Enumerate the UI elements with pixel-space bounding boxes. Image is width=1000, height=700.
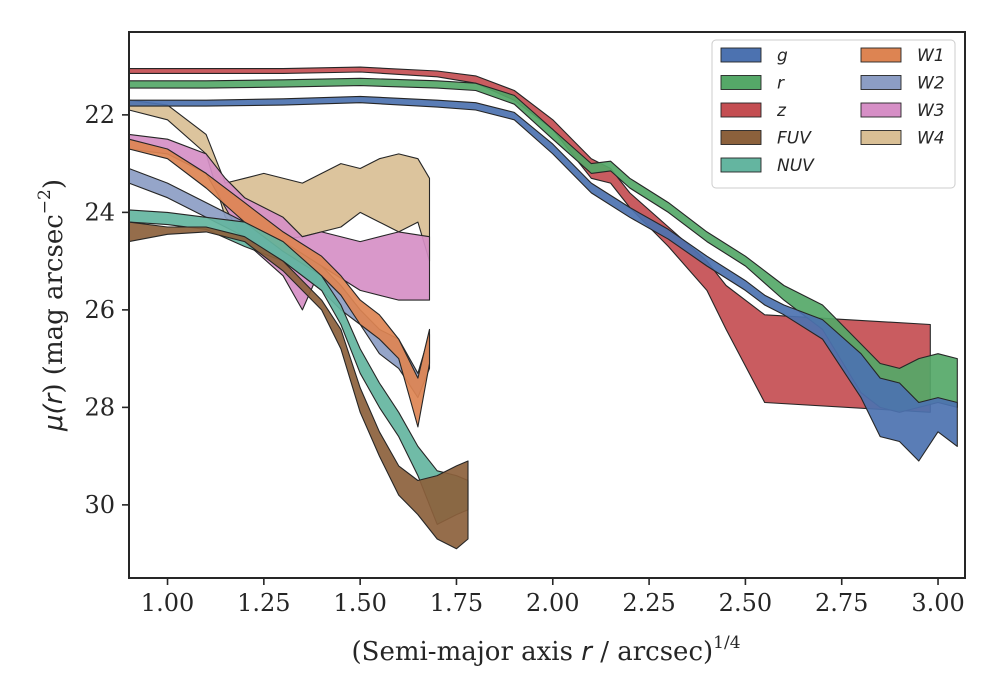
- x-axis-label: (Semi-major axis r / arcsec)1/4: [351, 633, 740, 667]
- y-tick-label: 24: [84, 198, 115, 226]
- legend-swatch-w1: [860, 47, 902, 63]
- legend-label-nuv: NUV: [777, 156, 815, 176]
- plot-area-frame: [128, 31, 966, 579]
- x-tick-label: 2.50: [719, 589, 772, 617]
- legend-swatch-w2: [860, 75, 902, 90]
- x-axis-ticks: 1.00 1.25 1.50 1.75 2.00 2.25 2.50 2.75 3.00: [141, 578, 965, 617]
- band-fuv: [128, 221, 469, 550]
- x-tick-label: 1.75: [430, 589, 483, 617]
- legend-label-g: g: [777, 46, 788, 66]
- legend-label-r: r: [777, 74, 785, 94]
- y-tick-label: 26: [84, 296, 115, 324]
- x-tick-label: 1.50: [333, 589, 386, 617]
- legend-swatch-z: [720, 102, 762, 118]
- legend-label-w1: W1: [917, 46, 945, 66]
- legend-swatch-r: [720, 75, 762, 90]
- band-g: [128, 95, 958, 462]
- legend: grz FUV NUV W1 W2 W3 W4: [711, 39, 956, 189]
- x-tick-label: 1.25: [237, 589, 290, 617]
- y-tick-label: 28: [84, 393, 115, 421]
- legend-label-w3: W3: [917, 101, 945, 121]
- legend-swatch-w4: [860, 130, 902, 145]
- y-tick-label: 22: [84, 101, 115, 129]
- legend-label-w2: W2: [917, 74, 945, 94]
- x-tick-label: 2.00: [526, 589, 579, 617]
- x-tick-label: 2.25: [622, 589, 675, 617]
- y-tick-label: 30: [84, 491, 115, 519]
- legend-swatch-g: [720, 47, 762, 63]
- x-tick-label: 2.75: [815, 589, 868, 617]
- x-tick-label: 1.00: [141, 589, 194, 617]
- y-axis-label: μ(r) (mag arcsec−2): [35, 179, 69, 432]
- x-tick-label: 3.00: [911, 589, 964, 617]
- profile-bands: [128, 66, 958, 550]
- legend-label-fuv: FUV: [777, 129, 812, 149]
- legend-swatch-nuv: [720, 157, 762, 173]
- y-axis-ticks: 22 24 26 28 30: [84, 101, 129, 519]
- legend-swatch-w3: [860, 102, 902, 118]
- legend-label-w4: W4: [917, 129, 945, 149]
- legend-swatch-fuv: [720, 130, 762, 145]
- legend-label-z: z: [776, 101, 787, 121]
